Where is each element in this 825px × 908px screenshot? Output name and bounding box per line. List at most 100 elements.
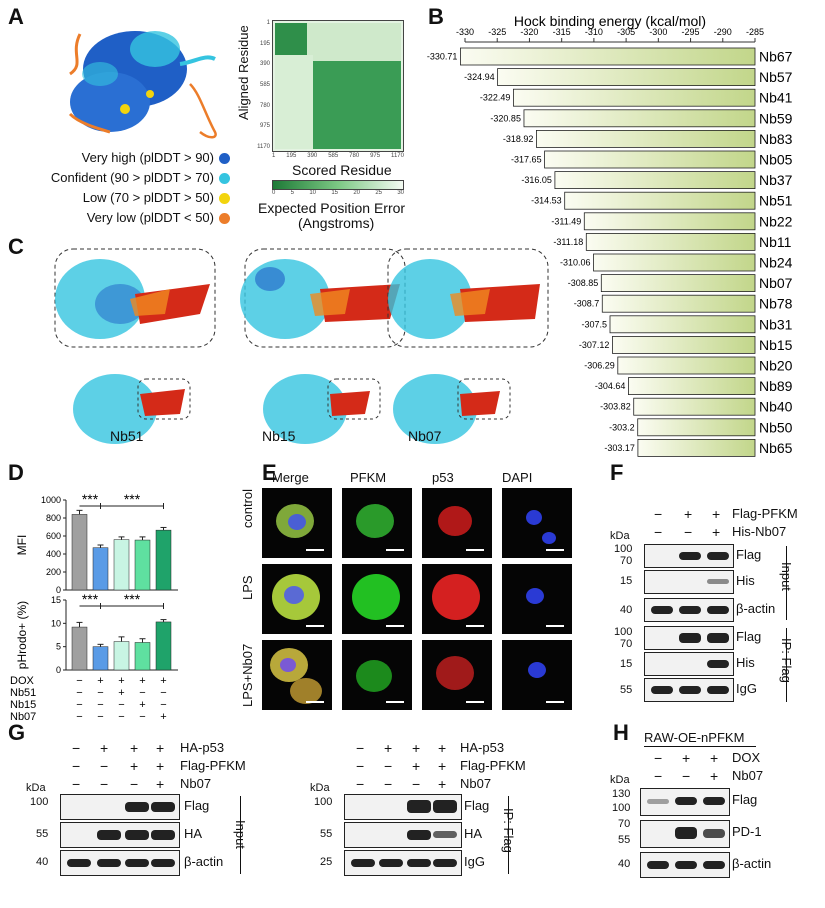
blot-ip-igg — [644, 678, 734, 702]
row-label-lps: LPS — [240, 575, 255, 600]
value-label: -308.7 — [574, 299, 600, 309]
category-label: Nb40 — [759, 399, 793, 415]
image-dapi-control — [502, 488, 572, 558]
blot-g-ip-flag — [344, 794, 462, 820]
category-label: Nb05 — [759, 152, 793, 168]
phrodo-bar — [155, 621, 172, 671]
condition-label-nb51: Nb51 — [10, 687, 36, 699]
image-merge-control — [262, 488, 332, 558]
bar-nb67 — [460, 47, 756, 66]
panel-label-a: A — [8, 4, 24, 29]
value-label: -318.92 — [503, 134, 534, 144]
mfi-bar — [92, 547, 109, 591]
condition-sign: − — [76, 675, 82, 687]
blot-input-his — [644, 570, 734, 594]
condition-sign: + — [139, 699, 145, 711]
input-label-f: Input — [779, 562, 794, 591]
category-label: Nb78 — [759, 296, 793, 312]
ip-label-g: IP: Flag — [501, 808, 516, 853]
condition-sign: − — [160, 687, 166, 699]
value-label: -314.53 — [531, 196, 562, 206]
panel-label-g: G — [8, 720, 26, 745]
value-label: -330.71 — [427, 52, 458, 62]
phrodo-y-axis-label: pHrodo+ (%) — [15, 601, 29, 669]
image-merge-lps — [262, 564, 332, 634]
pae-x-axis-label: Scored Residue — [292, 162, 392, 178]
row-label-lps-nb07: LPS+Nb07 — [240, 643, 255, 707]
condition-sign: + — [160, 675, 166, 687]
x-tick-label: -330 — [456, 27, 474, 37]
condition-sign: − — [97, 699, 103, 711]
condition-sign: − — [76, 699, 82, 711]
category-label: Nb59 — [759, 110, 793, 126]
mfi-bar — [71, 514, 88, 591]
phrodo-y-tick-label: 10 — [51, 618, 61, 628]
category-label: Nb11 — [759, 234, 792, 250]
condition-label-dox: DOX — [10, 675, 35, 687]
docking-model-nb07 — [387, 248, 549, 444]
condition-sign: − — [118, 699, 124, 711]
condition-sign: − — [139, 687, 145, 699]
structure-label-nb15: Nb15 — [262, 428, 296, 444]
category-label: Nb37 — [759, 172, 793, 188]
phrodo-bar — [134, 642, 151, 671]
panel-label-c: C — [8, 234, 24, 259]
category-label: Nb57 — [759, 69, 793, 85]
category-label: Nb20 — [759, 358, 793, 374]
x-tick-label: -315 — [553, 27, 571, 37]
value-label: -320.85 — [490, 113, 521, 123]
value-label: -306.29 — [584, 361, 615, 371]
value-label: -311.18 — [553, 237, 583, 247]
mfi-y-tick-label: 800 — [46, 513, 61, 523]
bar-nb40 — [633, 397, 756, 416]
docking-model-nb51 — [54, 248, 216, 444]
value-label: -307.12 — [579, 340, 610, 350]
bar-nb83 — [536, 130, 756, 148]
value-label: -310.06 — [560, 258, 591, 268]
image-p53-control — [422, 488, 492, 558]
category-label: Nb31 — [759, 316, 793, 332]
bar-nb22 — [583, 212, 756, 231]
x-tick-label: -320 — [520, 27, 538, 37]
value-label: -303.17 — [604, 443, 635, 453]
category-label: Nb07 — [759, 275, 793, 291]
chart-title: Hock binding energy (kcal/mol) — [514, 13, 706, 29]
category-label: Nb89 — [759, 378, 793, 394]
flow-cytometry-bar-charts: 0 200 400 600 800 1000 MFI *** *** 0 5 10 15 pHrodo+ … — [8, 470, 208, 723]
blot-ip-his — [644, 652, 734, 676]
blot-input-actin — [644, 598, 734, 622]
bar-nb65 — [637, 438, 756, 457]
docking-model-nb15 — [240, 248, 406, 444]
immunofluorescence-grid: Merge PFKM p53 DAPI control LPS LPS+Nb07 — [240, 470, 600, 720]
value-label: -324.94 — [464, 72, 495, 82]
legend-low: Low (70 > plDDT > 50) — [82, 190, 214, 205]
condition-sign: + — [118, 675, 124, 687]
value-label: -317.65 — [511, 155, 542, 165]
bar-nb51 — [564, 191, 756, 210]
ip-label-f: IP: Flag — [779, 638, 794, 683]
docking-structures — [40, 244, 600, 454]
bar-nb05 — [544, 150, 756, 169]
value-label: -308.85 — [568, 278, 599, 288]
image-merge-lps-nb07 — [262, 640, 332, 710]
condition-sign: − — [76, 687, 82, 699]
mfi-sig-label-2: *** — [124, 491, 141, 507]
pae-heatmap — [272, 20, 404, 152]
phrodo-y-tick-label: 0 — [56, 665, 61, 675]
bar-nb07 — [600, 274, 756, 293]
mfi-y-tick-label: 400 — [46, 549, 61, 559]
x-tick-label: -285 — [746, 27, 764, 37]
legend-very-high: Very high (plDDT > 90) — [81, 150, 214, 165]
bar-nb31 — [609, 315, 756, 334]
column-header-dapi: DAPI — [502, 470, 533, 485]
value-label: -307.5 — [581, 319, 607, 329]
category-label: Nb15 — [759, 337, 793, 353]
colorbar-ticks: 0 5 10 15 20 25 30 — [272, 190, 404, 196]
blot-h-actin — [640, 852, 730, 878]
pae-y-axis-label: Aligned Residue — [236, 25, 251, 120]
row-label-control: control — [240, 488, 255, 528]
x-tick-label: -310 — [585, 27, 603, 37]
condition-sign: + — [118, 687, 124, 699]
value-label: -311.49 — [551, 216, 581, 226]
value-label: -316.05 — [521, 175, 552, 185]
